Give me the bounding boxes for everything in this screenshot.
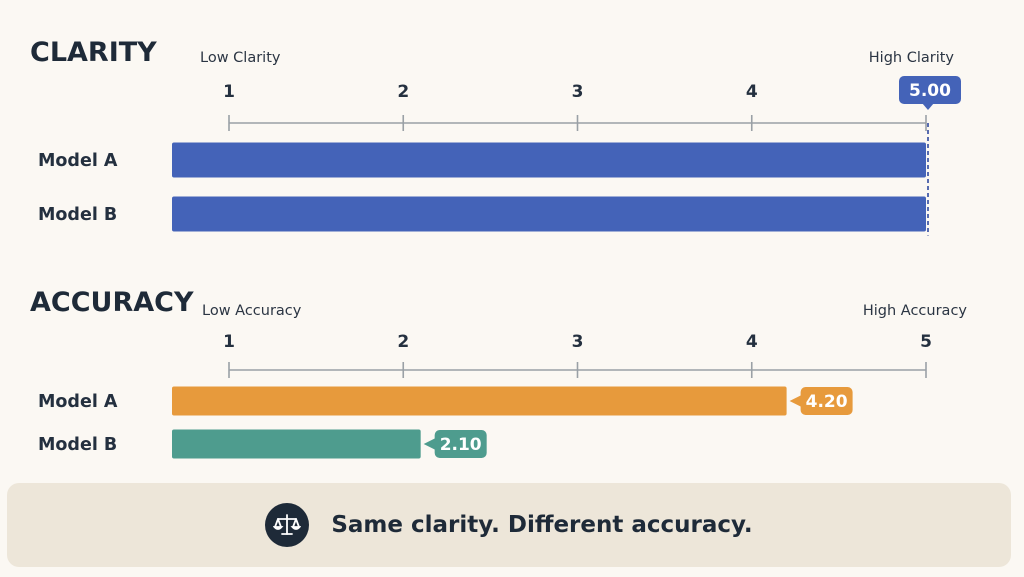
accuracy-row-label: Model A — [38, 392, 118, 412]
clarity-title: CLARITY — [30, 37, 157, 68]
accuracy-tick-label-2: 2 — [397, 332, 409, 352]
footer-text: Same clarity. Different accuracy. — [331, 512, 753, 538]
accuracy-value-label: 2.10 — [440, 435, 482, 455]
clarity-tick-label-3: 3 — [572, 82, 584, 102]
accuracy-low-label: Low Accuracy — [202, 303, 302, 319]
accuracy-bar-model-b — [172, 429, 421, 459]
accuracy-bar-model-a — [172, 386, 787, 416]
clarity-row-label: Model B — [38, 205, 117, 225]
clarity-high-label: High Clarity — [869, 50, 955, 66]
clarity-bar-model-a — [172, 142, 926, 178]
balance-scale-icon — [265, 503, 310, 547]
clarity-tick-label-4: 4 — [746, 82, 758, 102]
clarity-bar-model-b — [172, 196, 926, 232]
footer-banner: Same clarity. Different accuracy. — [7, 483, 1011, 567]
accuracy-tick-label-3: 3 — [572, 332, 584, 352]
clarity-row-label: Model A — [38, 151, 118, 171]
accuracy-tick-label-1: 1 — [223, 332, 235, 352]
accuracy-row-label: Model B — [38, 435, 117, 455]
clarity-value-label: 5.00 — [909, 81, 951, 101]
accuracy-value-callout: 2.10 — [423, 430, 487, 458]
accuracy-high-label: High Accuracy — [863, 303, 968, 319]
clarity-value-callout: 5.00 — [899, 76, 961, 110]
clarity-tick-label-2: 2 — [397, 82, 409, 102]
accuracy-value-label: 4.20 — [806, 392, 848, 412]
accuracy-value-callout: 4.20 — [789, 387, 853, 415]
accuracy-tick-label-4: 4 — [746, 332, 758, 352]
accuracy-chart: 1 2 3 4 5 Model A 4.20 Model B 2.10 — [38, 332, 932, 459]
accuracy-title: ACCURACY — [30, 287, 194, 318]
clarity-tick-label-1: 1 — [223, 82, 235, 102]
clarity-low-label: Low Clarity — [200, 50, 281, 66]
accuracy-tick-label-5: 5 — [920, 332, 932, 352]
